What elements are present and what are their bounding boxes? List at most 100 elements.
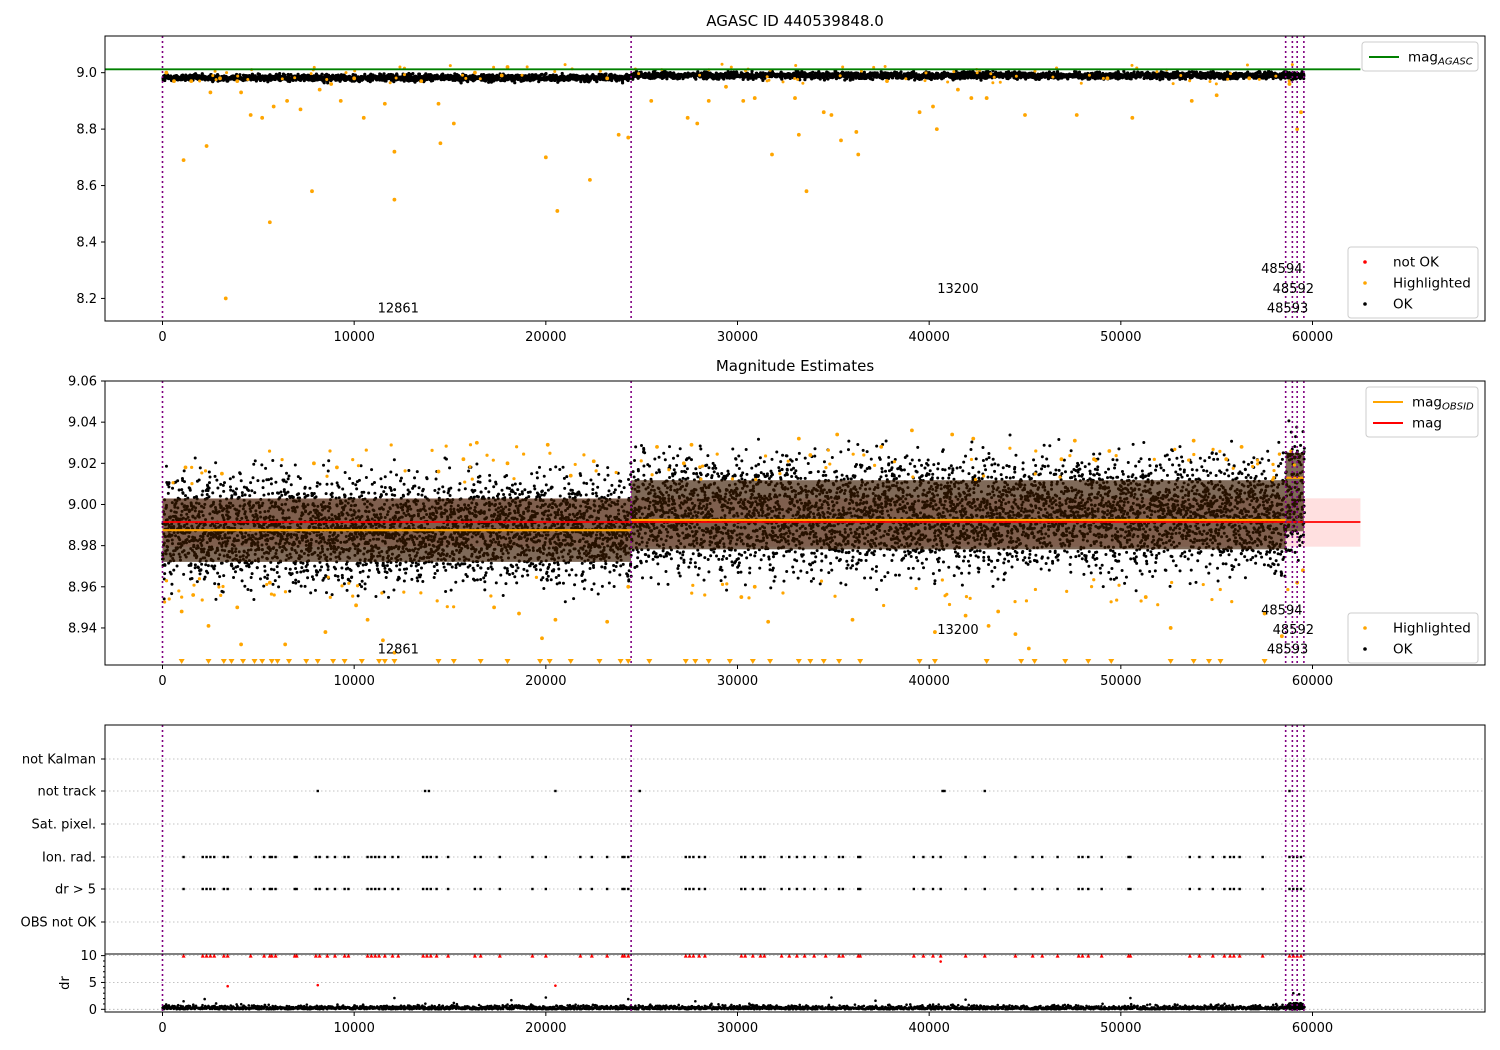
ok-point: [263, 569, 267, 573]
ok-point: [249, 576, 253, 580]
highlighted-point: [765, 75, 769, 79]
highlighted-point: [520, 73, 524, 77]
ok-point: [163, 572, 167, 576]
ok-point: [200, 493, 204, 497]
highlighted-point: [1257, 77, 1261, 81]
ok-point: [1132, 70, 1136, 74]
ok-point: [271, 459, 275, 463]
ok-point: [490, 73, 495, 77]
ok-point: [240, 494, 244, 498]
agasc-bottom-legend-label: Highlighted: [1393, 276, 1471, 292]
ok-point: [291, 581, 295, 585]
agasc-bottom-legend-label: OK: [1393, 297, 1414, 313]
ok-point: [190, 577, 194, 581]
highlighted-point: [838, 74, 842, 78]
ok-point: [201, 489, 205, 493]
highlighted-point: [436, 101, 441, 106]
highlighted-point: [588, 178, 592, 182]
ok-point: [216, 486, 220, 490]
ok-point: [459, 81, 463, 85]
agasc-obsid-annotation: 48592: [1273, 282, 1314, 297]
highlighted-point: [1087, 73, 1091, 77]
highlighted-point: [164, 70, 169, 75]
highlighted-point: [285, 99, 289, 103]
ok-point: [279, 490, 283, 494]
highlighted-point: [309, 72, 313, 76]
ok-point: [363, 72, 367, 76]
highlighted-point: [975, 71, 979, 75]
ok-point: [277, 585, 281, 589]
ok-point: [200, 562, 204, 566]
highlighted-point: [235, 79, 240, 84]
highlighted-point: [989, 72, 993, 76]
ok-point: [171, 486, 175, 490]
highlighted-point: [402, 73, 406, 77]
highlighted-point: [213, 69, 217, 73]
highlighted-point: [1245, 63, 1249, 67]
ok-point: [288, 567, 292, 571]
ok-point: [294, 581, 298, 585]
highlighted-point: [1214, 82, 1218, 86]
ok-point: [256, 479, 260, 483]
highlighted-point: [478, 77, 482, 81]
highlighted-point: [923, 79, 927, 83]
highlighted-point: [1179, 74, 1183, 78]
highlighted-point: [991, 81, 995, 85]
ok-point: [263, 575, 267, 579]
highlighted-point: [492, 65, 496, 69]
ok-point: [240, 491, 244, 495]
agasc-xtick-label: 40000: [908, 330, 949, 345]
ok-point: [273, 579, 277, 583]
highlighted-point: [698, 73, 702, 77]
highlighted-point: [1287, 79, 1291, 83]
highlighted-point: [829, 113, 834, 117]
agasc-obsid-annotation: 48593: [1267, 302, 1308, 317]
ok-point: [235, 487, 239, 491]
ok-point: [182, 480, 186, 484]
ok-point: [193, 563, 197, 567]
agasc-ytick-label: 8.8: [76, 123, 97, 138]
highlighted-point: [473, 70, 477, 75]
ok-point: [302, 78, 306, 83]
ok-point: [247, 488, 251, 492]
highlighted-point: [984, 96, 989, 100]
highlighted-point: [724, 84, 728, 89]
agasc-top-legend-subscript: AGASC: [1437, 57, 1473, 68]
ok-point: [221, 483, 225, 487]
highlighted-point: [172, 79, 176, 84]
highlighted-point: [1130, 63, 1134, 67]
highlighted-point: [917, 110, 922, 115]
ok-point: [282, 478, 286, 482]
ok-point: [610, 78, 614, 83]
ok-point: [513, 81, 517, 85]
highlighted-point: [637, 72, 641, 76]
ok-point: [170, 582, 174, 586]
highlighted-point: [885, 79, 889, 84]
highlighted-point: [952, 70, 956, 74]
highlighted-point: [616, 132, 621, 137]
ok-point: [544, 72, 548, 76]
ok-point: [729, 70, 733, 74]
agasc-magnitude-panel: AGASC ID 440539848.0 1286113200485944859…: [76, 12, 1486, 345]
ok-point: [217, 582, 221, 586]
agasc-bottom-legend-label: not OK: [1393, 255, 1440, 271]
agasc-xtick-label: 60000: [1292, 330, 1333, 345]
agasc-ticks: 0 10000 20000 30000 40000 50000 600009.08.88.6…: [76, 66, 1333, 345]
highlighted-point: [854, 130, 859, 134]
highlighted-point: [271, 104, 276, 109]
agasc-panel-title: AGASC ID 440539848.0: [706, 12, 884, 30]
highlighted-point: [293, 76, 297, 80]
ok-point: [204, 563, 208, 567]
ok-point: [285, 471, 289, 475]
agasc-ytick-label: 8.4: [76, 235, 97, 250]
agasc-bottom-legend-dot-swatch: [1363, 281, 1367, 285]
agasc-xtick-label: 30000: [717, 330, 758, 345]
highlighted-point: [883, 65, 887, 69]
ok-point: [702, 77, 706, 81]
ok-point: [189, 570, 193, 574]
ok-point: [231, 475, 235, 479]
ok-point: [620, 81, 625, 85]
ok-point: [198, 572, 202, 576]
